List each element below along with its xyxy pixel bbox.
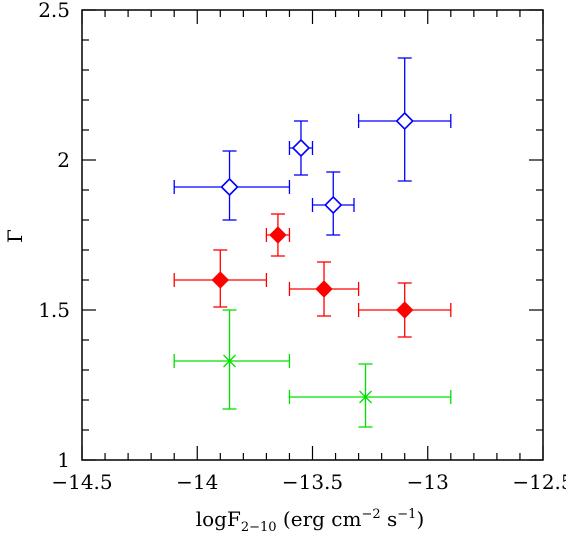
open-diamond-marker (291, 138, 311, 158)
x-axis-title-unit: (erg cm (277, 507, 362, 531)
open-diamond-marker (395, 111, 414, 131)
data-point (311, 171, 355, 236)
data-point (288, 261, 360, 317)
x-tick-label: −12.5 (512, 470, 566, 494)
y-tick-label: 1 (57, 448, 70, 472)
data-marks (173, 57, 452, 428)
data-point (288, 120, 314, 176)
data-point (357, 57, 452, 182)
star-marker (223, 354, 236, 368)
filled-diamond-marker (395, 301, 414, 319)
tick-labels: −14.5 −14 −13.5 −13 −12.5 1 1.5 2 2.5 (38, 0, 566, 494)
y-tick-label: 2.5 (38, 0, 70, 22)
filled-diamond-marker (211, 271, 230, 289)
x-axis-title-mid: s (381, 507, 398, 531)
data-point (173, 150, 291, 221)
data-point (265, 213, 291, 257)
x-tick-label: −13 (407, 470, 449, 494)
data-point (288, 363, 452, 428)
x-axis-title-close: ) (416, 507, 424, 531)
x-tick-label: −14 (176, 470, 218, 494)
y-tick-label: 2 (57, 148, 70, 172)
x-axis-title-exp1: −2 (361, 507, 380, 522)
data-point (173, 309, 291, 410)
y-tick-label: 1.5 (38, 298, 70, 322)
y-axis-title: Γ (3, 229, 27, 243)
x-tick-label: −13.5 (282, 470, 343, 494)
filled-diamond-marker (269, 226, 287, 244)
axis-ticks (81, 9, 544, 461)
data-point (173, 249, 268, 308)
x-axis-title-base: logF (196, 507, 241, 531)
data-point (357, 282, 452, 338)
filled-diamond-marker (315, 280, 333, 298)
x-axis-title-exp2: −1 (397, 507, 416, 522)
open-diamond-marker (220, 177, 239, 197)
open-diamond-marker (324, 195, 343, 215)
x-axis-title-sub: 2−10 (241, 520, 277, 534)
plot-frame (81, 9, 544, 461)
star-marker (359, 390, 372, 404)
x-tick-label: −14.5 (51, 470, 112, 494)
x-axis-title: logF2−10 (erg cm−2 s−1) (196, 507, 425, 534)
